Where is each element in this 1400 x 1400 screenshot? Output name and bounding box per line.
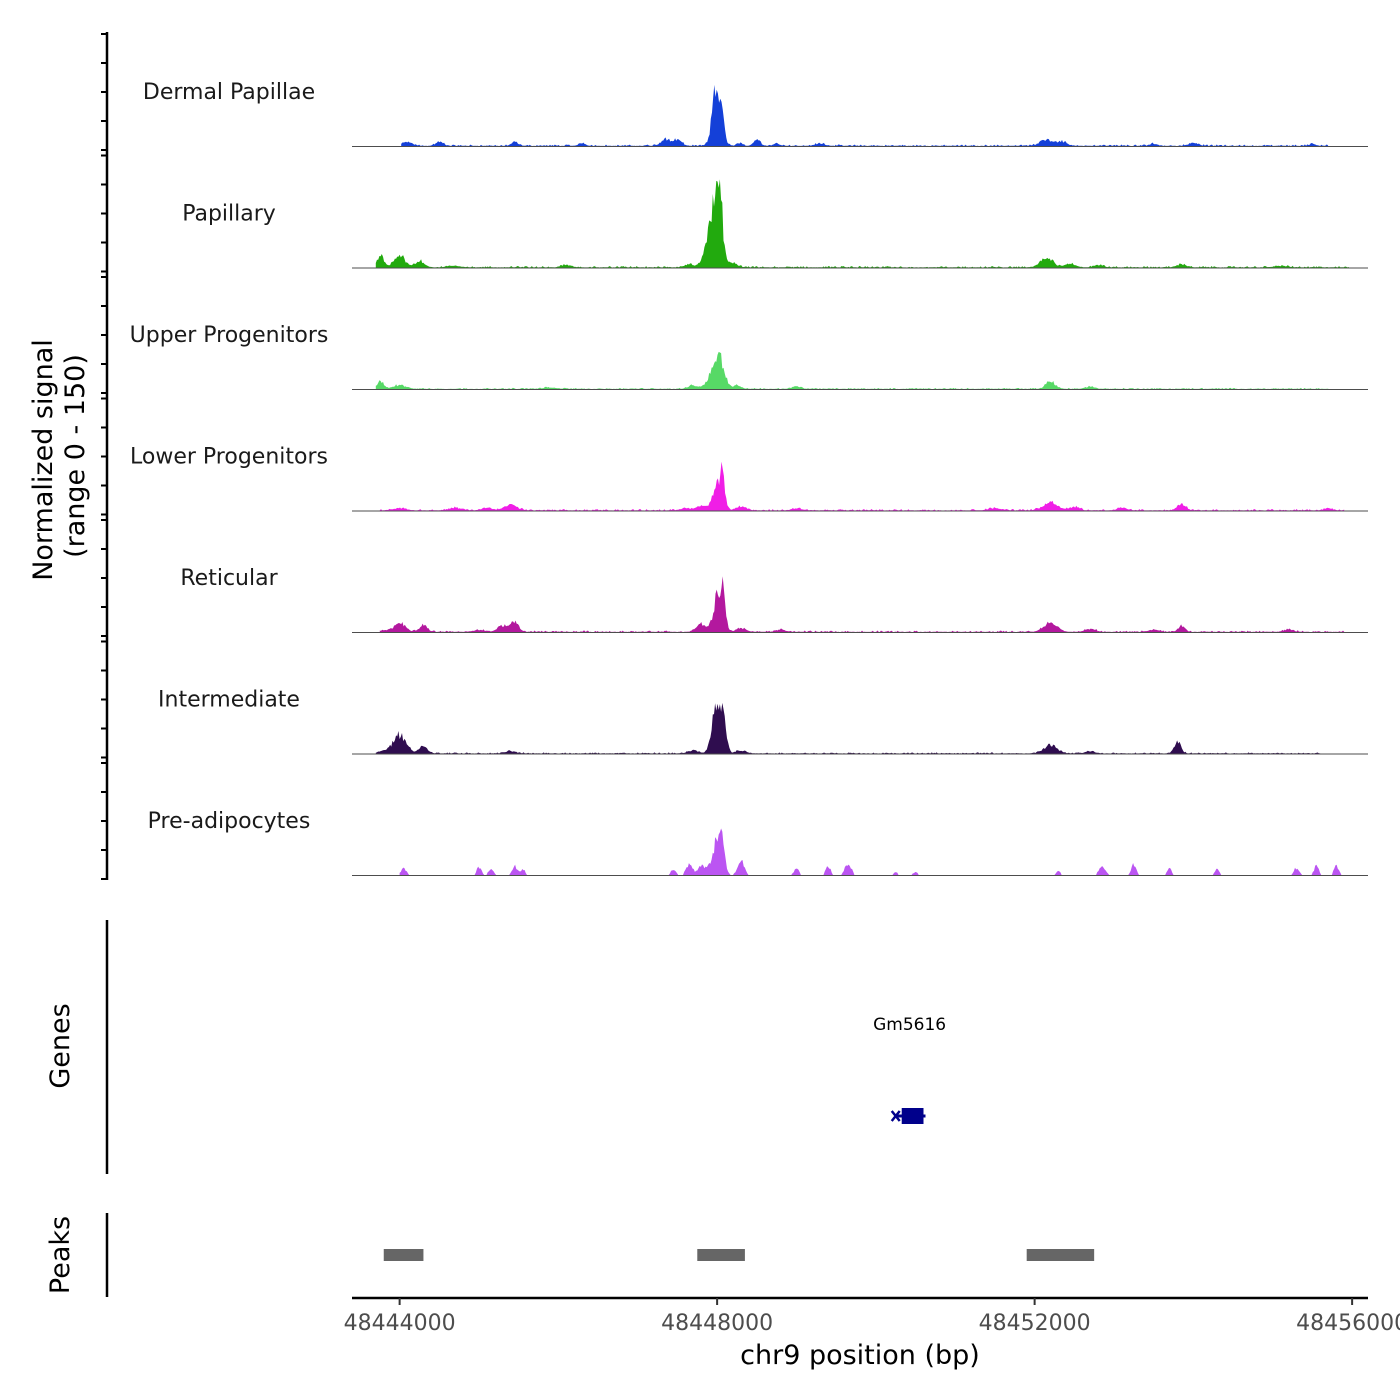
peaks-track: Peaks [45, 1213, 1095, 1297]
y-axis-title-line1: Normalized signal [28, 339, 59, 581]
peaks-track-label: Peaks [45, 1216, 76, 1294]
peak-region [383, 1249, 424, 1261]
x-axis-title: chr9 position (bp) [740, 1340, 980, 1371]
track-label: Reticular [180, 566, 278, 591]
genes-track: Genes Gm5616 [45, 920, 946, 1174]
x-axis: chr9 position (bp) 48444000 48448000 48452… [344, 1296, 1400, 1371]
gene-gm5616: Gm5616 [873, 1015, 946, 1124]
track-label: Upper Progenitors [130, 323, 329, 348]
gene-label: Gm5616 [873, 1015, 946, 1035]
track-label: Papillary [182, 202, 276, 227]
track-label: Pre-adipocytes [148, 809, 311, 834]
signal-area [375, 351, 1329, 389]
signal-axis [101, 32, 109, 880]
track-pre-adipocytes: Pre-adipocytes [148, 809, 1368, 876]
signal-area [375, 179, 1349, 268]
x-tick-label: 48448000 [661, 1311, 773, 1336]
track-lower-progenitors: Lower Progenitors [130, 445, 1368, 512]
peak-region [1026, 1249, 1095, 1261]
track-label: Intermediate [158, 688, 300, 713]
signal-area [379, 461, 1345, 511]
x-tick-label: 48444000 [344, 1311, 456, 1336]
track-label: Lower Progenitors [130, 445, 328, 470]
y-axis-title: Normalized signal (range 0 - 150) [28, 339, 91, 581]
x-tick-label: 48456000 [1296, 1311, 1400, 1336]
signal-area [379, 576, 1345, 632]
signal-area [399, 828, 1345, 875]
track-upper-progenitors: Upper Progenitors [130, 323, 1368, 390]
coverage-tracks: Dermal Papillae Papillary Upper Progenitor… [130, 80, 1368, 876]
track-dermal-papillae: Dermal Papillae [143, 80, 1368, 147]
genes-track-label: Genes [45, 1003, 76, 1088]
track-papillary: Papillary [182, 179, 1368, 269]
signal-area [375, 702, 1321, 754]
x-tick-label: 48452000 [979, 1311, 1091, 1336]
track-label: Dermal Papillae [143, 80, 315, 105]
y-axis-title-line2: (range 0 - 150) [60, 354, 91, 558]
signal-area [401, 84, 1329, 146]
track-intermediate: Intermediate [158, 688, 1368, 755]
peak-region [697, 1249, 745, 1261]
track-reticular: Reticular [180, 566, 1368, 633]
